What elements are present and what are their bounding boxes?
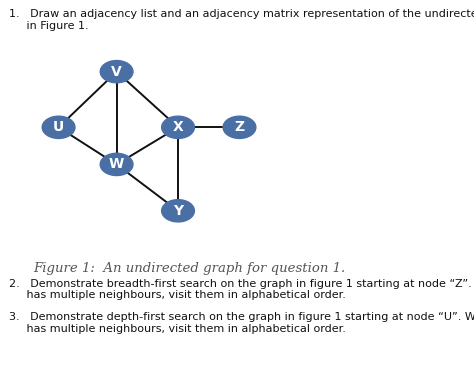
Circle shape (42, 116, 75, 138)
Circle shape (162, 116, 194, 138)
Text: 3.   Demonstrate depth-first search on the graph in figure 1 starting at node “U: 3. Demonstrate depth-first search on the… (9, 312, 474, 322)
Circle shape (100, 153, 133, 175)
Circle shape (223, 116, 256, 138)
Text: W: W (109, 157, 124, 171)
Text: in Figure 1.: in Figure 1. (9, 21, 89, 31)
Text: has multiple neighbours, visit them in alphabetical order.: has multiple neighbours, visit them in a… (9, 324, 346, 334)
Text: Z: Z (235, 120, 245, 134)
Text: Y: Y (173, 204, 183, 218)
Text: V: V (111, 65, 122, 79)
Text: has multiple neighbours, visit them in alphabetical order.: has multiple neighbours, visit them in a… (9, 290, 346, 300)
Circle shape (162, 200, 194, 222)
Text: U: U (53, 120, 64, 134)
Text: 1.   Draw an adjacency list and an adjacency matrix representation of the undire: 1. Draw an adjacency list and an adjacen… (9, 9, 474, 19)
Text: Figure 1:  An undirected graph for question 1.: Figure 1: An undirected graph for questi… (34, 262, 346, 275)
Text: X: X (173, 120, 183, 134)
Circle shape (100, 61, 133, 83)
Text: 2.   Demonstrate breadth-first search on the graph in figure 1 starting at node : 2. Demonstrate breadth-first search on t… (9, 279, 474, 289)
